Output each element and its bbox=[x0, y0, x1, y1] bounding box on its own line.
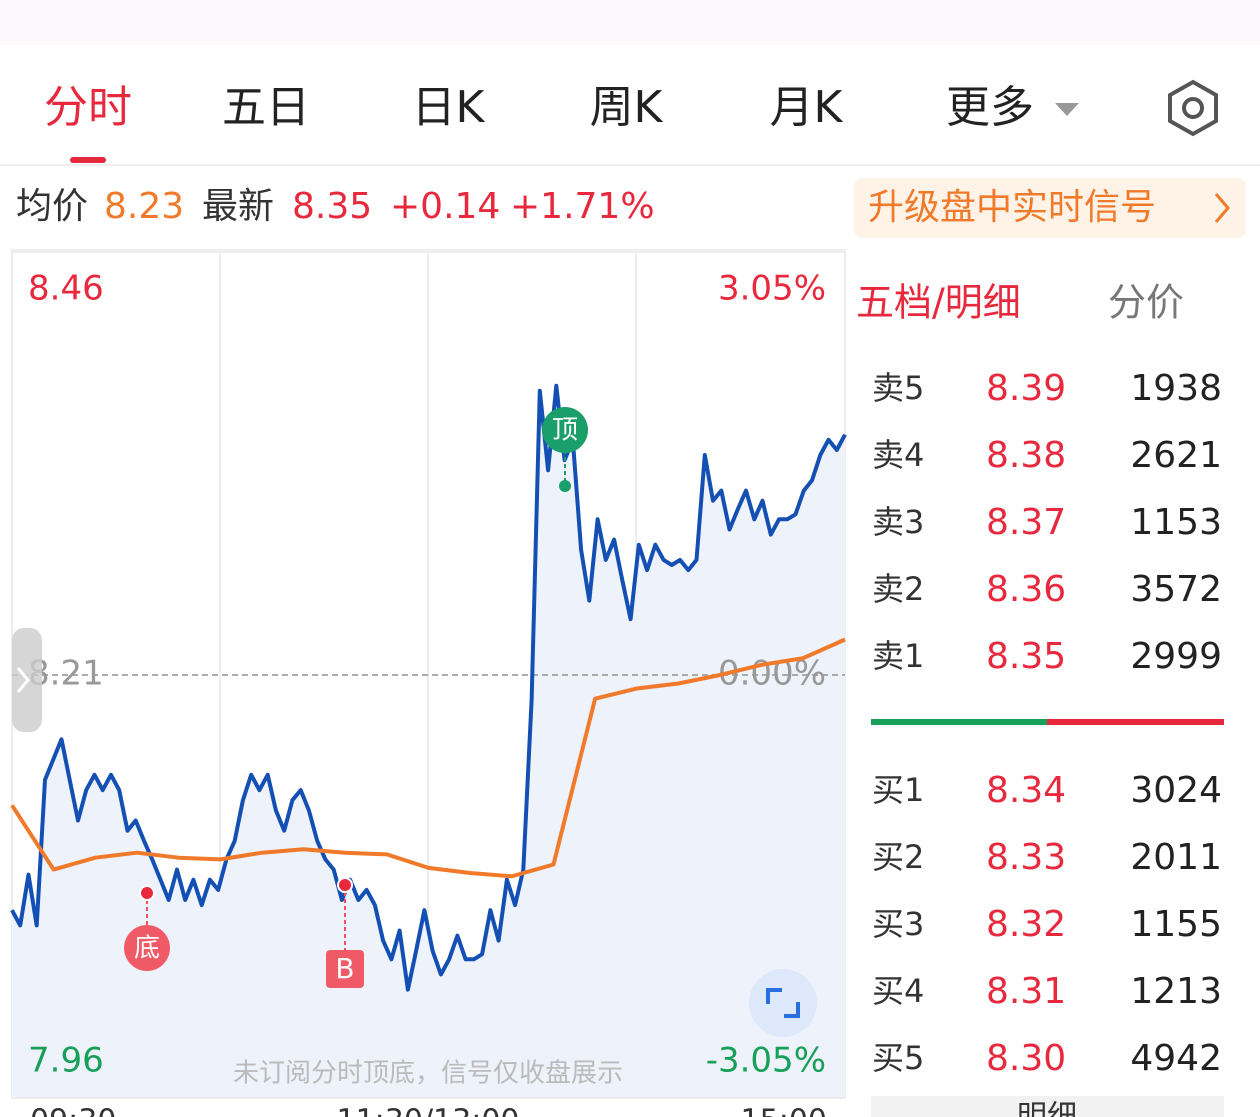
bid-bar bbox=[871, 719, 1047, 725]
volume: 1155 bbox=[1130, 904, 1222, 945]
latest-label: 最新 bbox=[202, 186, 274, 227]
side-arrow bbox=[16, 667, 30, 693]
level: 卖5 bbox=[872, 369, 924, 407]
summary: 均价 8.23 最新 8.35 +0.14 +1.71% bbox=[16, 186, 655, 227]
volume: 3024 bbox=[1130, 770, 1222, 811]
status-bar bbox=[0, 0, 1260, 45]
price: 8.38 bbox=[986, 435, 1066, 476]
detail-tab[interactable] bbox=[871, 1096, 1224, 1117]
book-title2[interactable]: 分价 bbox=[1108, 281, 1184, 325]
settings-icon[interactable] bbox=[1168, 79, 1218, 137]
y2-tick-label: -3.05% bbox=[706, 1041, 826, 1081]
tabs: 分时 五日 日K 周K 月K 更多 bbox=[44, 82, 1034, 133]
volume: 2621 bbox=[1130, 435, 1222, 476]
change-pct: +1.71% bbox=[510, 186, 655, 227]
price: 8.33 bbox=[986, 837, 1066, 878]
fullscreen-button[interactable] bbox=[749, 969, 817, 1037]
level: 卖2 bbox=[872, 570, 924, 608]
price: 8.30 bbox=[986, 1038, 1066, 1079]
volume: 3572 bbox=[1130, 569, 1222, 610]
fullscreen-icon bbox=[766, 988, 800, 1018]
promo[interactable]: 升级盘中实时信号 bbox=[868, 187, 1156, 228]
price: 8.35 bbox=[986, 636, 1066, 677]
volume: 2011 bbox=[1130, 837, 1222, 878]
price: 8.32 bbox=[986, 904, 1066, 945]
note: 未订阅分时顶底，信号仅收盘展示 bbox=[233, 1059, 623, 1089]
y2-tick-label: 3.05% bbox=[718, 269, 826, 309]
avg-label: 均价 bbox=[16, 186, 88, 227]
volume: 2999 bbox=[1130, 636, 1222, 677]
volume: 4942 bbox=[1130, 1038, 1222, 1079]
dropdown-arrow bbox=[1055, 103, 1079, 116]
y-tick-label: 8.46 bbox=[28, 269, 104, 309]
order-book: 卖5 8.39 1938 卖4 8.38 2621 卖3 8.37 1153 卖2 8.36 3572… bbox=[872, 368, 1222, 1079]
level: 买4 bbox=[872, 972, 924, 1010]
x-tick-label: 11:30/13:00 bbox=[336, 1104, 519, 1117]
level: 买3 bbox=[872, 905, 924, 943]
book-title[interactable]: 五档/明细 bbox=[856, 281, 1021, 325]
volume: 1213 bbox=[1130, 971, 1222, 1012]
ask-bar bbox=[1047, 719, 1224, 725]
signal-buy: B bbox=[335, 952, 354, 985]
tab[interactable]: 分时 bbox=[44, 82, 132, 133]
y-tick-label: 7.96 bbox=[28, 1041, 104, 1081]
tab[interactable]: 月K bbox=[770, 82, 844, 133]
price: 8.37 bbox=[986, 502, 1066, 543]
signal-bottom: 底 bbox=[134, 934, 160, 964]
price: 8.39 bbox=[986, 368, 1066, 409]
volume: 1153 bbox=[1130, 502, 1222, 543]
promo-arrow bbox=[1214, 193, 1230, 223]
level: 卖1 bbox=[872, 637, 924, 675]
tab[interactable]: 日K bbox=[412, 82, 486, 133]
plot: 7.968.218.46-3.05%0.00%3.05%09:3011:30/1… bbox=[10, 251, 847, 1117]
tab[interactable]: 五日 bbox=[222, 82, 310, 133]
tab-indicator bbox=[70, 157, 106, 163]
level: 卖4 bbox=[872, 436, 924, 474]
detail-label[interactable]: 明细 bbox=[1017, 1100, 1077, 1117]
tab[interactable]: 更多 bbox=[946, 82, 1034, 133]
level: 卖3 bbox=[872, 503, 924, 541]
promo-box[interactable] bbox=[854, 178, 1246, 238]
price: 8.34 bbox=[986, 770, 1066, 811]
change: +0.14 bbox=[390, 186, 500, 227]
price: 8.31 bbox=[986, 971, 1066, 1012]
level: 买2 bbox=[872, 838, 924, 876]
level: 买1 bbox=[872, 771, 924, 809]
tab[interactable]: 周K bbox=[590, 82, 664, 133]
avg-value: 8.23 bbox=[104, 186, 184, 227]
y2-tick-label: 0.00% bbox=[718, 654, 826, 694]
volume: 1938 bbox=[1130, 368, 1222, 409]
x-tick-label: 15:00 bbox=[741, 1104, 827, 1117]
price: 8.36 bbox=[986, 569, 1066, 610]
latest-value: 8.35 bbox=[292, 186, 372, 227]
annotations: 顶 底 B bbox=[124, 407, 588, 988]
avg-line bbox=[10, 637, 846, 879]
signal-top: 顶 bbox=[552, 416, 578, 446]
level: 买5 bbox=[872, 1039, 924, 1077]
x-tick-label: 09:30 bbox=[30, 1104, 116, 1117]
